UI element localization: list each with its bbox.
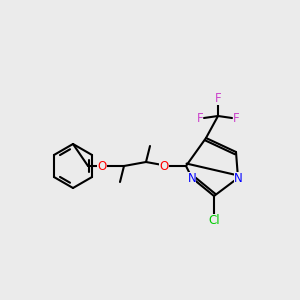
Text: F: F — [215, 92, 221, 104]
Text: F: F — [233, 112, 239, 124]
Text: N: N — [234, 172, 242, 184]
Text: N: N — [188, 172, 196, 184]
Text: F: F — [197, 112, 203, 124]
Text: O: O — [159, 160, 169, 172]
Text: O: O — [98, 160, 106, 172]
Text: Cl: Cl — [208, 214, 220, 226]
